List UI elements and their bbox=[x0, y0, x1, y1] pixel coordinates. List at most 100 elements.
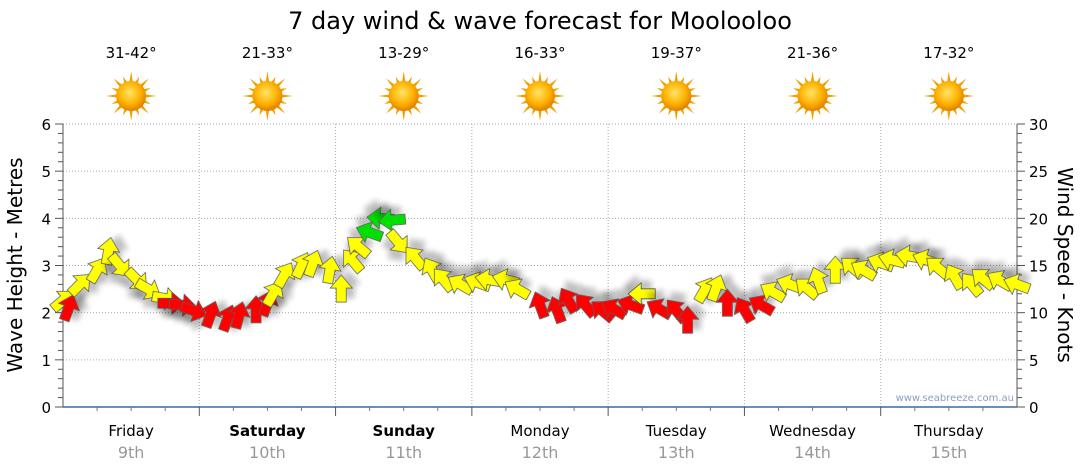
sun-ray bbox=[145, 94, 157, 98]
day-date: 10th bbox=[249, 443, 286, 462]
sun-ray bbox=[522, 78, 532, 88]
watermark: www.seabreeze.com.au bbox=[896, 393, 1014, 404]
wind-arrow bbox=[733, 297, 756, 325]
sun-ray bbox=[106, 94, 118, 98]
y-tick-label: 6 bbox=[41, 116, 51, 134]
day-name: Friday bbox=[108, 422, 154, 440]
wind-arrow bbox=[962, 273, 985, 299]
wind-arrow bbox=[244, 295, 268, 324]
wind-arrow bbox=[748, 294, 776, 317]
sun-ray bbox=[826, 94, 838, 98]
sun-disc bbox=[388, 81, 419, 111]
wind-arrow bbox=[823, 255, 848, 284]
wind-arrow bbox=[1003, 273, 1032, 296]
wind-arrow bbox=[627, 281, 656, 306]
sun-ray bbox=[402, 71, 406, 83]
day-name: Sunday bbox=[373, 422, 436, 440]
sun-ray bbox=[931, 78, 941, 88]
sun-ray bbox=[538, 71, 542, 83]
sun-disc bbox=[933, 81, 964, 111]
wind-arrow bbox=[504, 278, 532, 301]
wind-arrow bbox=[377, 208, 407, 233]
sun-ray bbox=[821, 78, 831, 88]
sun-ray bbox=[923, 94, 935, 98]
sun-ray bbox=[690, 94, 702, 98]
sun-ray bbox=[658, 104, 668, 114]
sun-disc bbox=[661, 81, 692, 111]
sun-ray bbox=[522, 104, 532, 114]
y2-tick-label: 5 bbox=[1029, 352, 1039, 370]
sun-ray bbox=[651, 94, 663, 98]
wind-arrow bbox=[675, 305, 700, 334]
y2-axis-label: Wind Speed - Knots bbox=[1053, 167, 1077, 363]
day-name: Thursday bbox=[913, 422, 984, 440]
day-name: Monday bbox=[510, 422, 569, 440]
wind-arrow bbox=[715, 288, 740, 317]
sun-ray bbox=[412, 78, 422, 88]
day-temperature: 17-32° bbox=[923, 44, 974, 62]
y-tick-label: 2 bbox=[41, 305, 51, 323]
sun-ray bbox=[674, 71, 678, 83]
wind-arrow bbox=[66, 274, 91, 298]
day-date: 9th bbox=[118, 443, 145, 462]
sun-ray bbox=[947, 109, 951, 121]
sun-ray bbox=[548, 104, 558, 114]
sun-ray bbox=[957, 104, 967, 114]
y2-tick-label: 15 bbox=[1029, 258, 1048, 276]
wind-arrow bbox=[705, 274, 728, 303]
sun-ray bbox=[265, 109, 270, 121]
sun-icon bbox=[242, 71, 293, 121]
day-temperature: 13-29° bbox=[378, 44, 429, 62]
wind-arrow bbox=[199, 300, 222, 329]
sun-ray bbox=[242, 94, 254, 98]
day-name: Wednesday bbox=[769, 422, 856, 440]
wind-arrow bbox=[347, 237, 373, 260]
wind-arrow bbox=[85, 257, 108, 285]
sun-ray bbox=[139, 104, 149, 114]
day-date: 13th bbox=[658, 443, 695, 462]
chart-title: 7 day wind & wave forecast for Moolooloo bbox=[288, 7, 792, 35]
sun-ray bbox=[794, 78, 804, 88]
day-temperature: 21-36° bbox=[787, 44, 838, 62]
sun-ray bbox=[787, 94, 799, 98]
sun-ray bbox=[249, 78, 259, 88]
day-temperature: 31-42° bbox=[106, 44, 157, 62]
sun-ray bbox=[684, 104, 694, 114]
sun-disc bbox=[252, 81, 283, 111]
wind-arrow bbox=[528, 291, 551, 320]
sun-disc bbox=[525, 81, 555, 111]
sun-ray bbox=[276, 78, 286, 88]
sun-ray bbox=[674, 109, 678, 121]
day-temperature: 21-33° bbox=[242, 44, 293, 62]
sun-ray bbox=[548, 78, 558, 88]
day-name: Tuesday bbox=[645, 422, 707, 440]
sun-ray bbox=[265, 71, 270, 83]
y2-tick-label: 0 bbox=[1029, 399, 1039, 417]
sun-icon bbox=[787, 71, 838, 121]
day-temperature: 16-33° bbox=[514, 44, 565, 62]
sun-ray bbox=[412, 104, 422, 114]
wind-arrow bbox=[261, 281, 284, 309]
sun-disc bbox=[116, 81, 147, 111]
wind-arrow bbox=[301, 249, 325, 279]
sun-ray bbox=[810, 71, 815, 83]
sun-ray bbox=[386, 78, 396, 88]
sun-ray bbox=[538, 109, 542, 121]
sun-ray bbox=[821, 104, 831, 114]
day-date: 15th bbox=[930, 443, 967, 462]
wind-arrow bbox=[355, 221, 385, 244]
wind-arrow bbox=[806, 266, 830, 296]
y-tick-label: 4 bbox=[41, 210, 51, 228]
y-tick-label: 0 bbox=[41, 399, 51, 417]
sun-ray bbox=[129, 109, 133, 121]
sun-icon bbox=[378, 71, 429, 121]
wind-arrow bbox=[179, 299, 208, 323]
y2-tick-label: 10 bbox=[1029, 305, 1048, 323]
day-date: 12th bbox=[522, 443, 559, 462]
sun-ray bbox=[113, 78, 123, 88]
sun-ray bbox=[658, 78, 668, 88]
sun-icon bbox=[651, 71, 702, 121]
wind-arrow bbox=[385, 228, 408, 254]
